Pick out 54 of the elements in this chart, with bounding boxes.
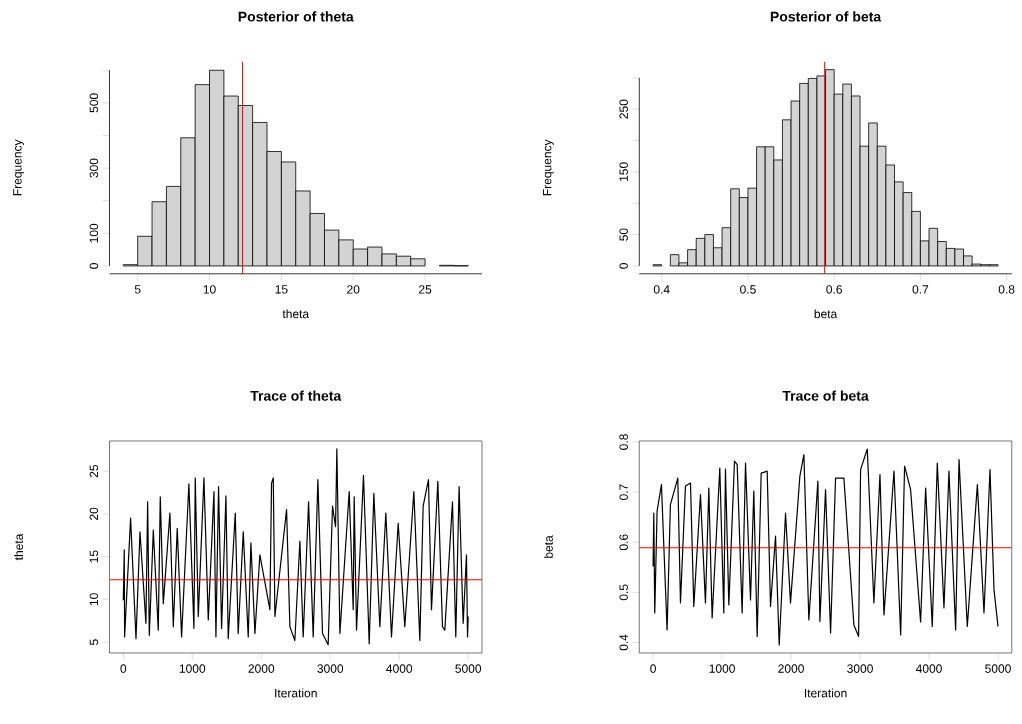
x-tick-label: 0.4 bbox=[653, 285, 670, 294]
x-tick-label: 4000 bbox=[915, 664, 942, 673]
x-axis-title: beta bbox=[814, 309, 838, 319]
x-tick-label: 3000 bbox=[847, 664, 873, 673]
x-tick-label: 4000 bbox=[386, 664, 413, 673]
y-tick-label: 150 bbox=[619, 162, 628, 181]
y-tick-label: 100 bbox=[89, 223, 99, 243]
y-tick-label: 0.7 bbox=[619, 484, 628, 500]
y-tick-label: 50 bbox=[619, 228, 628, 241]
y-tick-label: 20 bbox=[89, 507, 99, 520]
x-tick-label: 20 bbox=[347, 285, 360, 294]
x-tick-label: 0.6 bbox=[826, 285, 842, 294]
x-tick-label: 0.5 bbox=[740, 285, 756, 294]
x-tick-label: 5000 bbox=[455, 664, 482, 673]
x-tick-label: 5000 bbox=[985, 664, 1011, 673]
x-tick-label: 10 bbox=[203, 285, 216, 294]
y-tick-label: 10 bbox=[89, 593, 99, 606]
x-tick-label: 2000 bbox=[248, 664, 275, 673]
y-axis-title: beta bbox=[543, 535, 553, 558]
y-tick-label: 5 bbox=[89, 639, 99, 645]
chart-title: Posterior of beta bbox=[770, 11, 882, 22]
y-tick-label: 25 bbox=[89, 464, 99, 478]
y-tick-label: 0.8 bbox=[619, 434, 628, 450]
x-axis-title: Iteration bbox=[804, 688, 847, 698]
x-axis-title: theta bbox=[282, 309, 310, 319]
x-tick-label: 3000 bbox=[317, 664, 344, 673]
x-tick-label: 5 bbox=[134, 285, 141, 294]
y-tick-label: 500 bbox=[89, 93, 99, 113]
y-tick-label: 0.6 bbox=[619, 534, 628, 551]
x-tick-label: 1000 bbox=[709, 664, 735, 673]
chart-title: Trace of theta bbox=[250, 390, 342, 401]
y-tick-label: 0 bbox=[619, 263, 628, 269]
x-tick-label: 25 bbox=[419, 285, 432, 294]
y-tick-label: 0.4 bbox=[619, 634, 628, 651]
y-tick-label: 300 bbox=[89, 158, 99, 178]
x-tick-label: 2000 bbox=[778, 664, 804, 673]
chart-title: Trace of beta bbox=[782, 390, 869, 401]
y-tick-label: 15 bbox=[89, 550, 99, 563]
x-axis-title: Iteration bbox=[275, 688, 317, 698]
x-tick-label: 15 bbox=[275, 285, 288, 294]
x-tick-label: 0.8 bbox=[998, 285, 1015, 294]
x-tick-label: 1000 bbox=[179, 664, 206, 673]
x-tick-label: 0.7 bbox=[912, 285, 929, 294]
x-tick-label: 0 bbox=[120, 664, 127, 673]
chart-title: Posterior of theta bbox=[238, 11, 354, 22]
y-axis-title: theta bbox=[14, 533, 24, 561]
line-series bbox=[122, 448, 469, 646]
y-tick-label: 250 bbox=[619, 99, 628, 119]
y-tick-label: 0.5 bbox=[619, 584, 628, 601]
x-tick-label: 0 bbox=[650, 664, 656, 673]
y-axis-title: Frequency bbox=[543, 139, 554, 196]
y-axis-title: Frequency bbox=[13, 139, 24, 196]
line-series bbox=[652, 448, 999, 646]
y-tick-label: 0 bbox=[89, 263, 99, 269]
